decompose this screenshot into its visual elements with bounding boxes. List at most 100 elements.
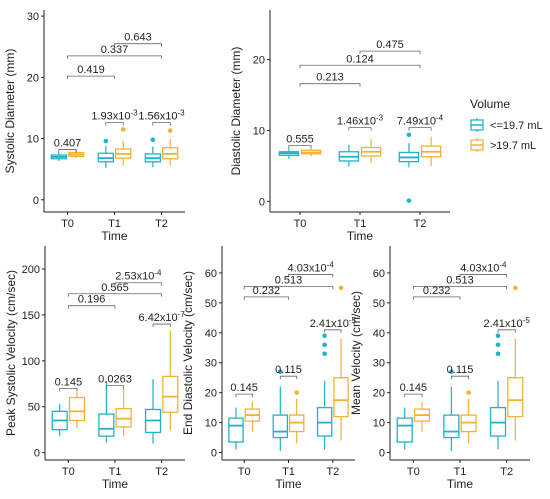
- outlier-point: [466, 390, 471, 395]
- bracket-line: [243, 296, 289, 300]
- p-value-mantissa: 1.56x10: [138, 111, 177, 123]
- box-high-T2: [162, 330, 179, 431]
- y-tick-label: 10: [373, 418, 385, 430]
- p-value-annotation: 0.513: [243, 274, 334, 290]
- p-value-exponent: -3: [178, 109, 186, 118]
- p-value-label: 0.232: [423, 285, 451, 297]
- p-value-annotation: 0.643: [114, 32, 162, 47]
- chart-panel-4: 0 10 20 30 40 50 60 T0 T1 T2 Time End Diastolic Vel…: [181, 246, 357, 491]
- chart-panel-1: 0 10 20 30 T0 T1 T2 Time Systolic Diameter (mm) 0…: [3, 10, 185, 243]
- x-tick-label: T0: [61, 218, 74, 230]
- p-value-annotation: 0.145: [55, 376, 82, 392]
- y-tick-label: 60: [373, 268, 385, 280]
- x-tick-label: T2: [500, 466, 513, 478]
- p-value-label: 4.03x10-4: [460, 260, 507, 274]
- p-value-mantissa: 2.41x10: [484, 318, 523, 330]
- p-value-annotation: 0.124: [299, 53, 421, 69]
- p-value-annotation: 0.115: [447, 364, 474, 380]
- p-value-label: 0.145: [400, 382, 428, 394]
- p-value-exponent: -5: [523, 316, 531, 325]
- x-axis-title: Time: [347, 229, 374, 243]
- p-value-exponent: -4: [327, 260, 335, 269]
- box-high-T0: [300, 147, 322, 157]
- p-value-mantissa: 0.555: [286, 133, 314, 145]
- box-high-T1: [115, 388, 132, 437]
- p-value-label: 0.124: [346, 53, 374, 65]
- bracket-line: [59, 387, 78, 392]
- box-low-T2: [144, 379, 162, 444]
- x-tick-label: T1: [454, 466, 467, 478]
- p-value-exponent: -4: [499, 260, 507, 269]
- x-tick-label: T0: [294, 218, 307, 230]
- bracket-line: [105, 122, 124, 126]
- p-value-label: 0.213: [316, 72, 344, 84]
- p-value-annotation: 2.41x10-5: [310, 316, 357, 333]
- x-tick-label: T1: [108, 218, 121, 230]
- box-high-T2: [333, 285, 349, 441]
- p-value-annotation: 1.56x10-3: [138, 109, 185, 126]
- p-value-label: 2.41x10-5: [484, 316, 531, 330]
- x-tick-label: T1: [282, 466, 295, 478]
- box-iqr: [507, 377, 524, 418]
- outlier-point: [338, 285, 344, 291]
- bracket-line: [67, 75, 115, 80]
- p-value-annotation: 0.407: [54, 138, 82, 153]
- p-value-mantissa: 0.124: [346, 53, 374, 65]
- y-tick-label: 200: [22, 264, 40, 276]
- legend-label: <=19.7 mL: [490, 120, 543, 132]
- p-value-annotation: 4.03x10-4: [459, 260, 508, 278]
- box-low-T2: [316, 333, 333, 450]
- p-value-label: 0.232: [253, 285, 281, 297]
- box-low-T1: [98, 381, 115, 443]
- bracket-line: [450, 375, 470, 380]
- outlier-point: [322, 342, 327, 348]
- p-value-label: 4.03x10-4: [288, 260, 335, 274]
- p-value-label: 1.56x10-3: [138, 109, 185, 123]
- bracket-line: [359, 50, 421, 55]
- x-axis-title: Time: [101, 229, 128, 243]
- outlier-point: [103, 138, 109, 144]
- outlier-point: [294, 390, 300, 395]
- outlier-point: [495, 333, 501, 339]
- p-value-mantissa: 0.145: [230, 382, 258, 394]
- p-value-annotation: 0.213: [299, 72, 361, 87]
- p-value-label: 0.115: [447, 364, 474, 376]
- p-value-annotation: 0.555: [286, 133, 314, 149]
- p-value-annotation: 0.475: [359, 39, 421, 55]
- box-iqr: [333, 377, 349, 418]
- box-low-T2: [489, 333, 507, 450]
- y-axis-title: Mean Velocity (cm/sec): [349, 291, 363, 415]
- bracket-line: [58, 149, 77, 153]
- p-value-label: 0.513: [446, 274, 474, 286]
- y-tick-label: 50: [28, 402, 40, 414]
- p-value-mantissa: 0.419: [77, 64, 105, 76]
- x-tick-label: T0: [238, 466, 251, 478]
- box-low-T0: [278, 148, 300, 159]
- bracket-line: [412, 296, 461, 300]
- box-iqr: [272, 414, 289, 439]
- y-tick-label: 150: [22, 310, 40, 322]
- p-value-label: 0.475: [376, 39, 404, 51]
- box-iqr: [396, 417, 413, 443]
- p-value-mantissa: 0.513: [446, 274, 474, 286]
- p-value-annotation: 0.513: [412, 274, 508, 290]
- y-tick-label: 0: [34, 448, 40, 460]
- box-low-T0: [51, 403, 68, 437]
- p-value-mantissa: 0.337: [101, 44, 129, 56]
- p-value-label: 0.407: [54, 138, 82, 150]
- bracket-line: [324, 329, 342, 333]
- x-tick-label: T2: [414, 218, 427, 230]
- bracket-line: [67, 55, 162, 59]
- legend: Volume <=19.7 mL >19.7 mL: [470, 97, 543, 152]
- bracket-line: [235, 393, 253, 398]
- p-value-label: 0.145: [230, 382, 258, 394]
- box-high-T0: [244, 401, 261, 432]
- p-value-mantissa: 0.145: [400, 382, 428, 394]
- box-high-T2: [162, 128, 179, 166]
- p-value-label: 0.115: [275, 364, 302, 376]
- p-value-mantissa: 0.232: [423, 285, 451, 297]
- p-value-annotation: 0.196: [67, 294, 116, 309]
- p-value-label: 2.53x10-4: [115, 269, 162, 283]
- chart-panel-3: 0 50 100 150 200 T0 T1 T2 Time Peak Systolic Velo…: [4, 246, 185, 491]
